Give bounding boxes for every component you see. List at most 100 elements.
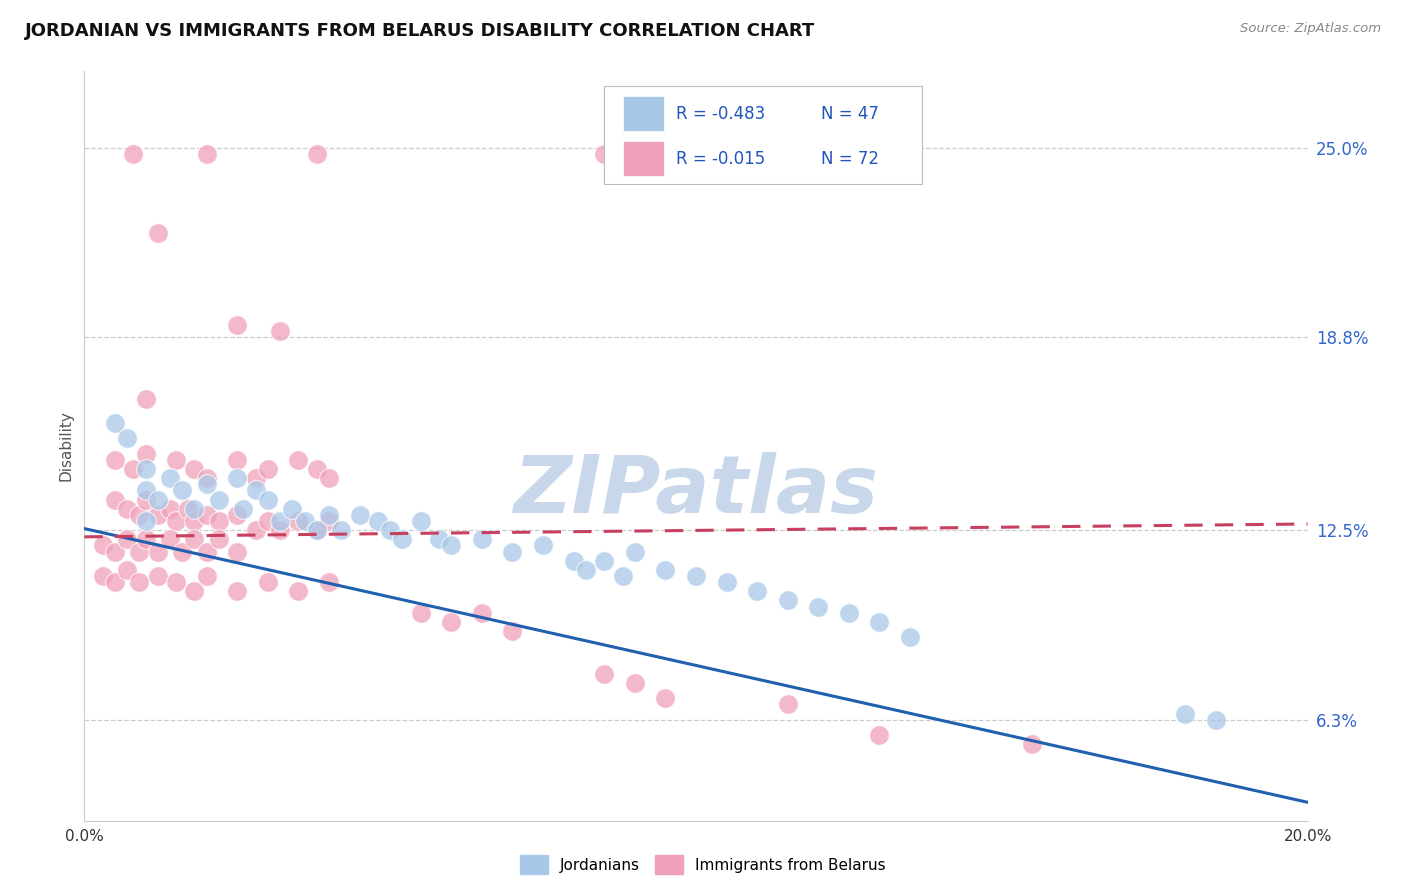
Point [165, 575, 187, 590]
Text: N = 72: N = 72 [821, 150, 879, 168]
Point [330, 523, 353, 537]
Point [122, 462, 145, 476]
Point [245, 471, 267, 485]
Point [318, 508, 340, 522]
Point [128, 508, 150, 522]
Point [146, 569, 169, 583]
Point [183, 514, 205, 528]
Point [226, 544, 249, 558]
Point [91, 538, 114, 552]
Point [159, 533, 181, 547]
Point [318, 514, 340, 528]
Point [226, 318, 249, 333]
Point [183, 462, 205, 476]
Point [177, 501, 200, 516]
Point [104, 492, 127, 507]
Point [165, 452, 187, 467]
Point [146, 492, 169, 507]
Point [165, 514, 187, 528]
Point [624, 676, 647, 690]
Point [269, 324, 291, 338]
Point [226, 508, 249, 522]
Point [226, 471, 249, 485]
FancyBboxPatch shape [623, 96, 664, 131]
Point [318, 575, 340, 590]
Point [195, 471, 218, 485]
Point [91, 569, 114, 583]
Point [305, 462, 328, 476]
Point [195, 544, 218, 558]
Point [183, 584, 205, 599]
Point [135, 492, 157, 507]
Point [294, 514, 316, 528]
Point [593, 147, 616, 161]
Point [654, 691, 676, 706]
Point [269, 514, 291, 528]
Point [257, 462, 280, 476]
Point [135, 533, 157, 547]
Point [287, 452, 309, 467]
Point [146, 544, 169, 558]
Point [575, 563, 598, 577]
FancyBboxPatch shape [605, 87, 922, 184]
Point [172, 544, 194, 558]
Point [747, 584, 769, 599]
Point [115, 563, 138, 577]
Point [115, 501, 138, 516]
Point [716, 575, 738, 590]
Point [440, 615, 463, 629]
Point [305, 523, 328, 537]
Text: R = -0.015: R = -0.015 [676, 150, 766, 168]
Point [502, 544, 524, 558]
Point [838, 606, 860, 620]
Point [440, 538, 463, 552]
Point [115, 533, 138, 547]
Point [257, 492, 280, 507]
Point [612, 569, 634, 583]
Point [305, 147, 328, 161]
Point [287, 584, 309, 599]
Point [409, 514, 432, 528]
Point [562, 554, 585, 568]
Point [471, 606, 494, 620]
Legend: Jordanians, Immigrants from Belarus: Jordanians, Immigrants from Belarus [515, 849, 891, 880]
Point [257, 514, 280, 528]
Text: N = 47: N = 47 [821, 104, 879, 123]
Point [1205, 713, 1227, 727]
Point [183, 533, 205, 547]
Point [135, 514, 157, 528]
Point [183, 501, 205, 516]
Point [349, 508, 371, 522]
Point [624, 544, 647, 558]
Point [391, 533, 413, 547]
Point [531, 538, 554, 552]
Point [135, 483, 157, 498]
Point [1021, 737, 1043, 751]
Point [409, 606, 432, 620]
Point [776, 698, 799, 712]
Point [593, 666, 616, 681]
Point [427, 533, 450, 547]
Point [195, 477, 218, 491]
Point [226, 452, 249, 467]
Point [135, 447, 157, 461]
Point [257, 575, 280, 590]
FancyBboxPatch shape [623, 142, 664, 176]
Point [146, 508, 169, 522]
Point [287, 514, 309, 528]
Point [122, 147, 145, 161]
Point [245, 523, 267, 537]
Point [281, 501, 304, 516]
Text: R = -0.483: R = -0.483 [676, 104, 766, 123]
Point [232, 501, 254, 516]
Point [869, 728, 891, 742]
Point [593, 554, 616, 568]
Point [305, 523, 328, 537]
Point [104, 575, 127, 590]
Point [685, 569, 707, 583]
Point [208, 533, 231, 547]
Point [104, 452, 127, 467]
Point [195, 508, 218, 522]
Point [135, 392, 157, 406]
Point [898, 630, 921, 644]
